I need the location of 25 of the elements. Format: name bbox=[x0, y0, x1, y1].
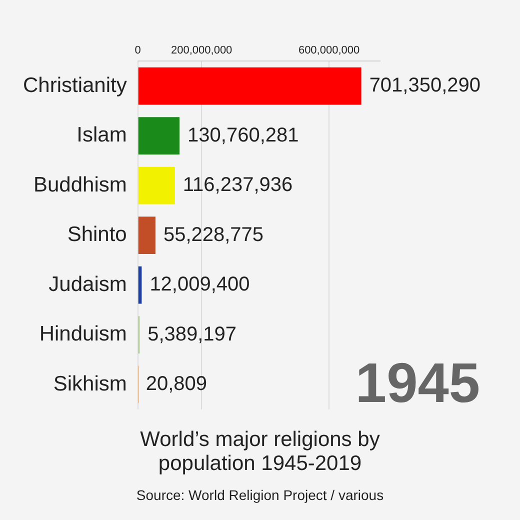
data-label: 12,009,400 bbox=[150, 274, 250, 296]
source-note: Source: World Religion Project / various bbox=[135, 487, 385, 503]
y-tick-label: Shinto bbox=[67, 223, 127, 246]
annotation: 1945 bbox=[355, 350, 480, 415]
y-tick-label: Buddhism bbox=[33, 173, 127, 196]
text: World’s major religions by population 1945-2019 bbox=[139, 428, 381, 476]
bar bbox=[138, 216, 156, 254]
x-tick-label: 200,000,000 bbox=[170, 44, 232, 57]
data-label: 701,350,290 bbox=[369, 74, 481, 97]
y-tick-label: Judaism bbox=[48, 272, 127, 296]
bar bbox=[138, 166, 175, 204]
y-tick-label: Christianity bbox=[22, 74, 128, 97]
bar bbox=[138, 67, 362, 105]
bar bbox=[138, 117, 180, 154]
x-tick-label: 0 bbox=[134, 44, 141, 57]
bar bbox=[138, 266, 142, 304]
data-label: 5,389,197 bbox=[148, 323, 237, 346]
y-tick-label: Islam bbox=[76, 124, 127, 147]
data-label: 20,809 bbox=[146, 373, 208, 396]
data-label: 116,237,936 bbox=[182, 174, 293, 196]
y-tick-label: Sikhism bbox=[53, 372, 127, 396]
data-label: 130,760,281 bbox=[188, 124, 299, 146]
y-tick-label: Hinduism bbox=[39, 322, 127, 346]
data-label: 55,228,775 bbox=[163, 224, 264, 246]
x-tick-label: 600,000,000 bbox=[298, 44, 360, 57]
